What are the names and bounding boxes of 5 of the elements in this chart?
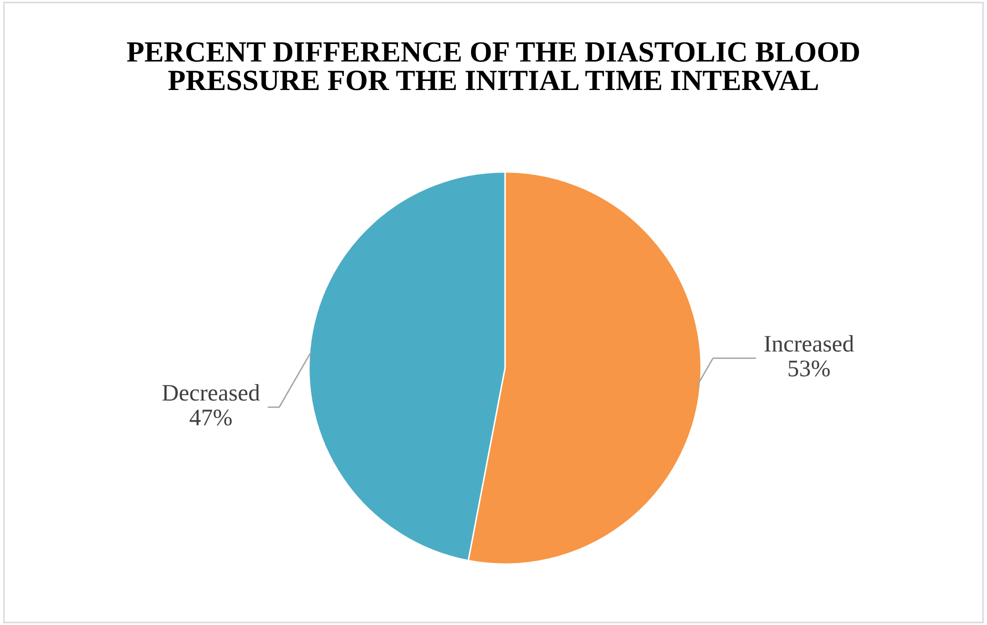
data-label: 47%	[190, 410, 232, 426]
chart-title: PERCENT DIFFERENCE OF THE DIASTOLIC BLOOD PRESSURE FOR THE INITIAL TIME INTERVAL	[127, 42, 860, 90]
data-label: 53%	[788, 360, 830, 377]
slice-label: Decreased	[162, 384, 260, 401]
slice-label: Increased	[764, 335, 854, 352]
